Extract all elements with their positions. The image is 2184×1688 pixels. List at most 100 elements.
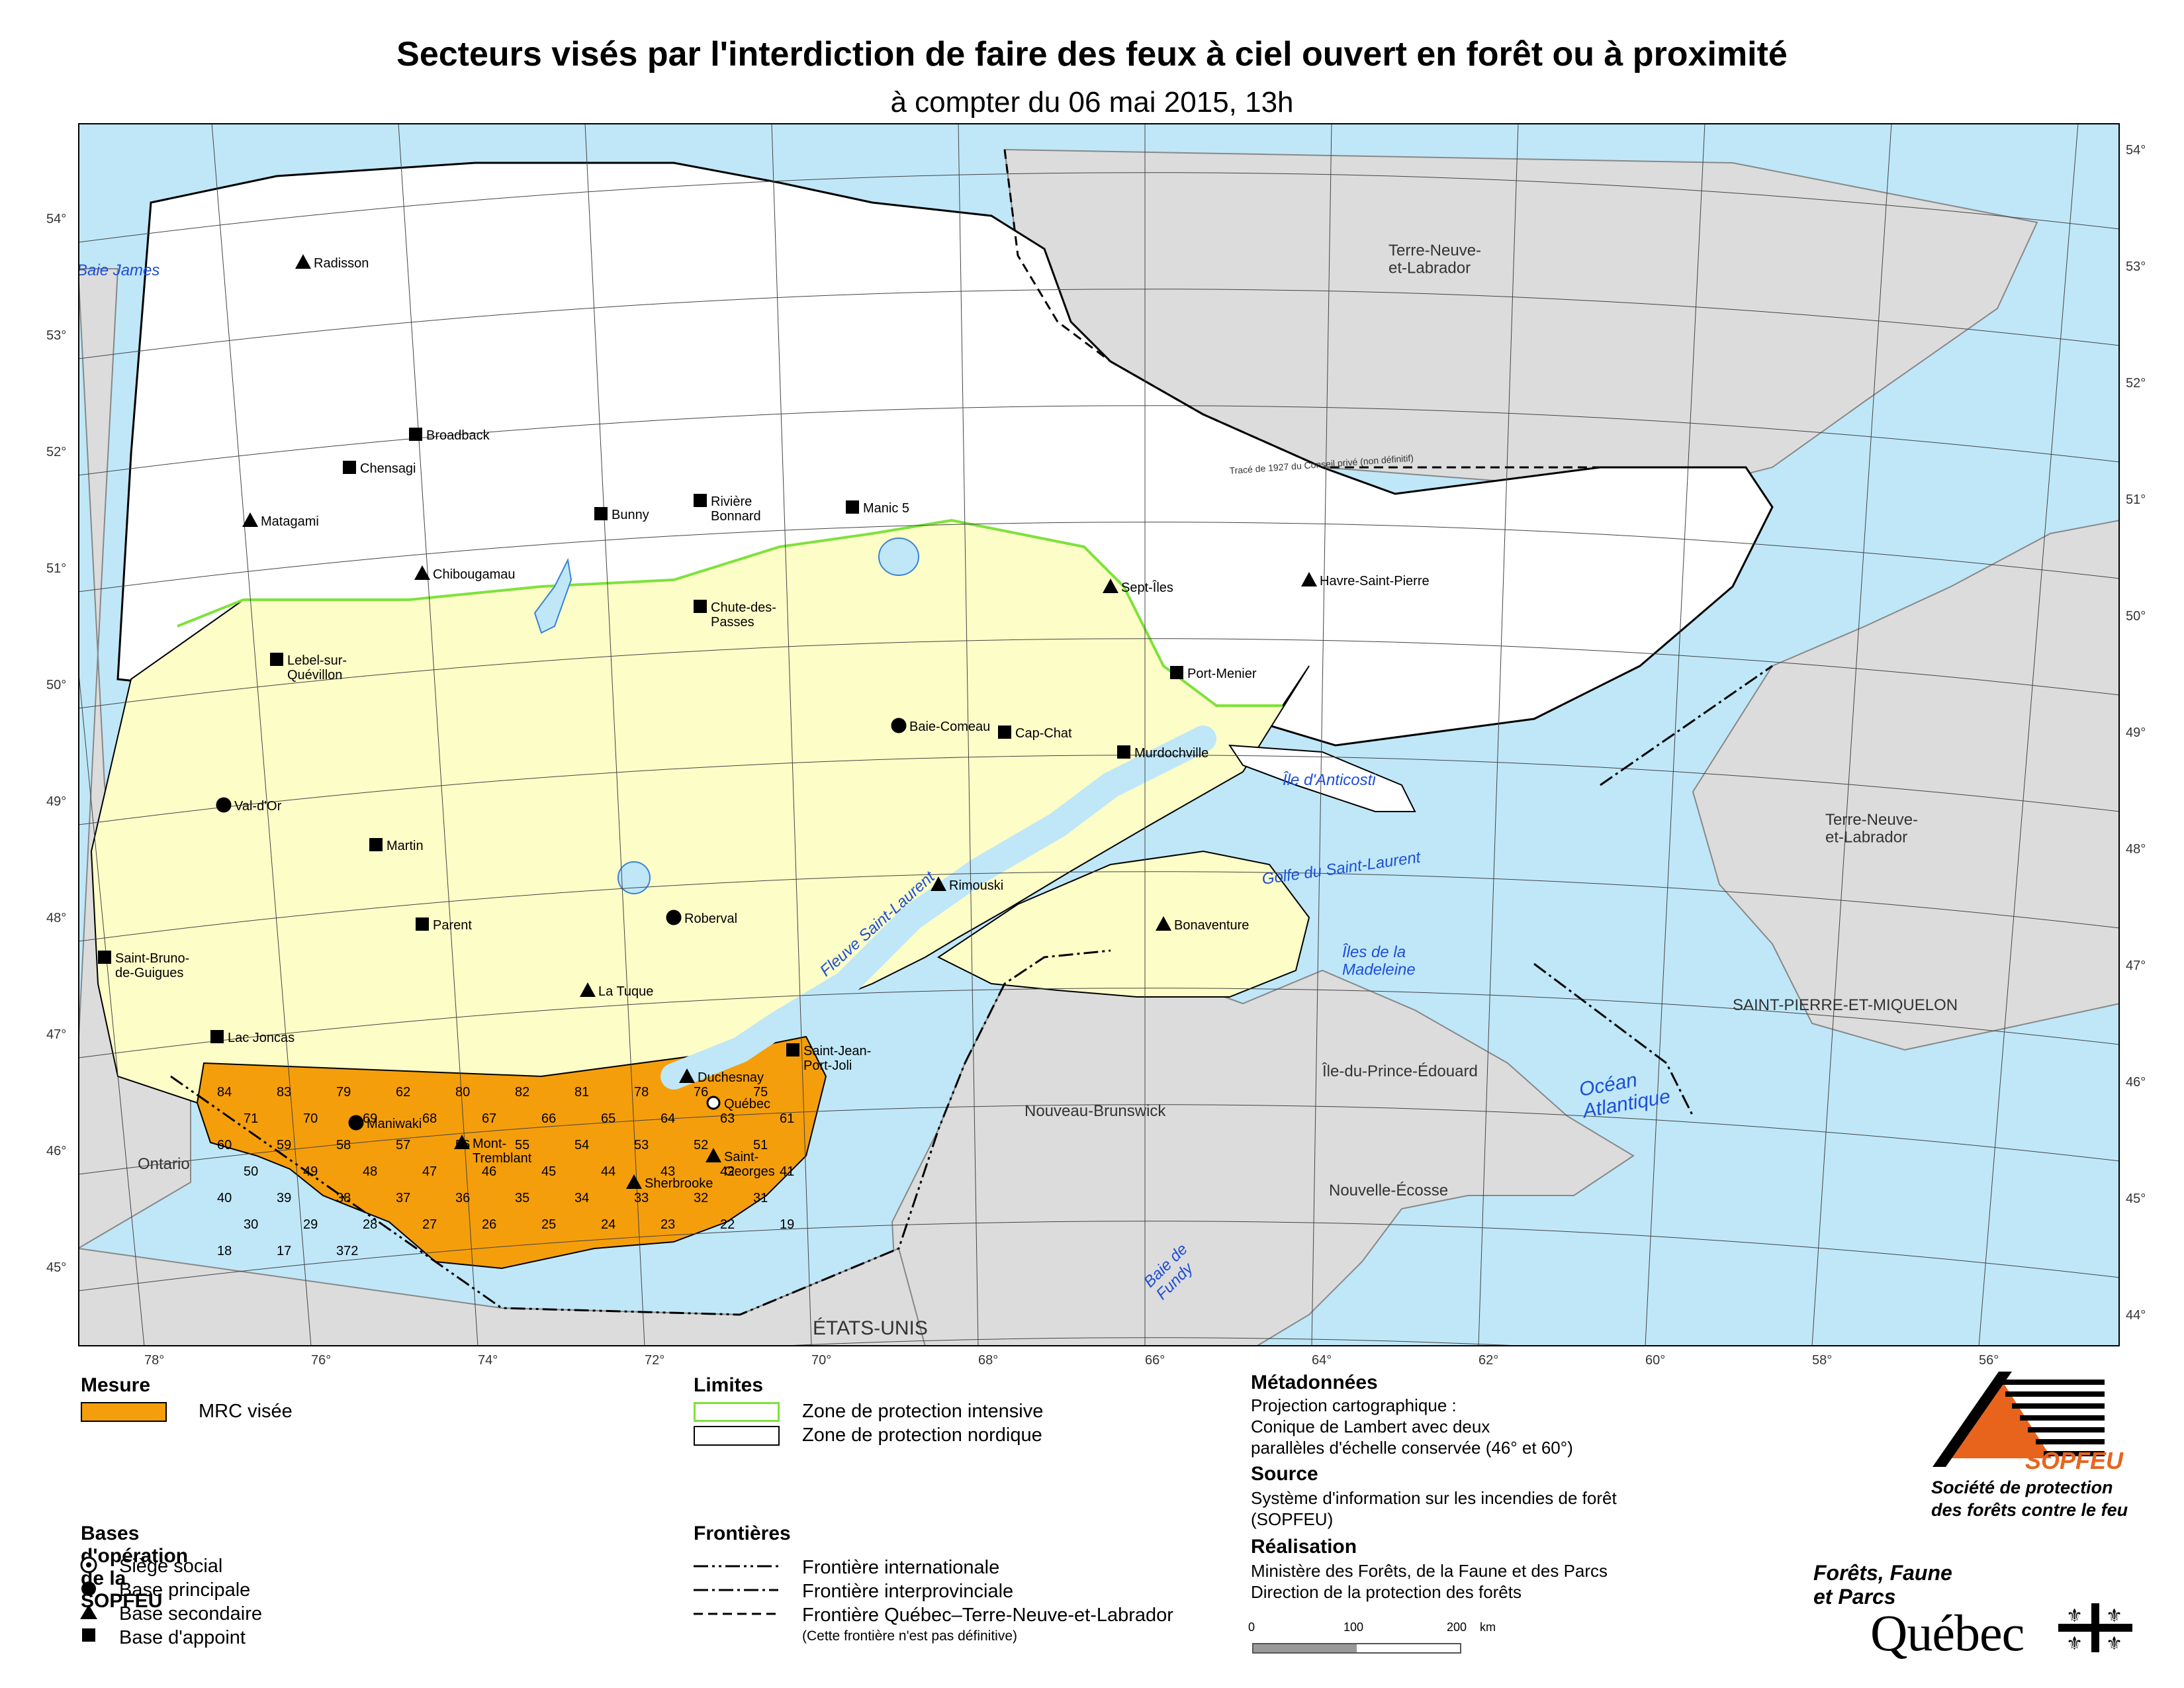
base-appoint-icon[interactable] — [694, 600, 707, 613]
international-border — [170, 1062, 966, 1316]
mrc-number: 45 — [541, 1164, 556, 1179]
base-principale-icon[interactable] — [666, 910, 682, 925]
base-secondaire-icon[interactable] — [1156, 916, 1171, 931]
mrc-number: 38 — [336, 1191, 351, 1205]
legend-qctnl: Frontière Québec–Terre-Neuve-et-Labrador — [802, 1605, 1173, 1626]
base-secondaire-icon[interactable] — [580, 982, 596, 997]
graticule-latitude — [763, 1337, 1541, 1346]
base-secondaire-icon[interactable] — [454, 1135, 470, 1149]
base-label: Saint-Georges — [724, 1150, 775, 1179]
scale-bar — [1252, 1643, 1461, 1654]
base-appoint-icon[interactable] — [369, 838, 383, 851]
map-frame: Terre-Neuve-et-Labrador Terre-Neuve-et-L… — [78, 123, 2120, 1346]
base-appoint-icon[interactable] — [694, 494, 707, 507]
mrc-number: 43 — [660, 1164, 675, 1179]
swatch-zone-nordique — [694, 1426, 780, 1446]
interprovincial-border — [964, 665, 1773, 1117]
coordinate-label: 78° — [144, 1353, 165, 1368]
base-secondaire-icon[interactable] — [295, 254, 311, 269]
legend-qctnl-note: (Cette frontière n'est pas définitive) — [802, 1628, 1017, 1644]
mrc-number: 41 — [780, 1164, 794, 1179]
mrc-number: 59 — [277, 1138, 291, 1152]
graticule-latitude — [78, 172, 2120, 243]
base-secondaire-icon[interactable] — [1301, 572, 1317, 586]
sopfeu-tagline-2: des forêts contre le feu — [1931, 1500, 2128, 1520]
base-appoint-icon[interactable] — [1170, 666, 1183, 679]
graticule-longitude — [1645, 123, 1706, 1346]
base-appoint-icon[interactable] — [270, 653, 283, 666]
mrc-number: 55 — [515, 1138, 529, 1152]
meta-real-1: Ministère des Forêts, de la Faune et des… — [1251, 1561, 1608, 1581]
legend-intl: Frontière internationale — [802, 1557, 1000, 1578]
base-appoint-icon[interactable] — [210, 1030, 224, 1043]
base-appoint-icon[interactable] — [998, 726, 1011, 739]
coordinate-label: 49° — [46, 794, 67, 809]
base-appoint-icon[interactable] — [343, 461, 356, 474]
base-secondaire-icon[interactable] — [626, 1174, 642, 1189]
base-principale-icon[interactable] — [348, 1115, 364, 1131]
mrc-number: 36 — [455, 1191, 470, 1205]
mrc-number: 40 — [217, 1191, 232, 1205]
base-secondaire-icon[interactable] — [1103, 579, 1118, 593]
base-label: Bunny — [612, 508, 649, 522]
label-anticosti: Île d'Anticosti — [1283, 771, 1376, 789]
mrc-number: 65 — [601, 1111, 615, 1126]
coordinate-label: 66° — [1145, 1353, 1165, 1368]
scale-bar-filled — [1253, 1644, 1357, 1652]
coordinate-label: 62° — [1479, 1353, 1499, 1368]
legend-border-lines — [694, 1565, 778, 1615]
base-appoint-icon — [82, 1628, 95, 1642]
base-appoint-icon[interactable] — [594, 507, 608, 520]
base-principale-icon[interactable] — [216, 797, 232, 813]
base-label: Baie-Comeau — [909, 720, 990, 734]
swatch-mrc-visee — [81, 1402, 167, 1422]
base-appoint-icon[interactable] — [98, 951, 111, 964]
quebec-wordmark: Québec — [1870, 1604, 2025, 1662]
graticule-longitude — [1811, 123, 1892, 1346]
base-label: Rimouski — [949, 878, 1003, 893]
base-appoint-icon[interactable] — [846, 500, 859, 514]
mrc-number: 372 — [336, 1244, 358, 1258]
base-appoint-icon[interactable] — [416, 917, 429, 931]
coordinate-label: 45° — [46, 1260, 67, 1275]
legend-mesure-title: Mesure — [81, 1374, 151, 1396]
coordinate-label: 52° — [2126, 376, 2146, 391]
base-secondaire-icon[interactable] — [705, 1148, 721, 1162]
siege-social-icon[interactable] — [706, 1096, 721, 1110]
neighbor-land-maritimes — [891, 956, 1635, 1346]
label-nl-island: Terre-Neuve-et-Labrador — [1825, 811, 1918, 846]
label-nova-scotia: Nouvelle-Écosse — [1329, 1182, 1448, 1199]
mrc-number: 60 — [217, 1138, 232, 1152]
graticule-latitude — [78, 638, 2120, 709]
map-title: Secteurs visés par l'interdiction de fai… — [396, 35, 1788, 73]
coordinate-label: 54° — [46, 212, 67, 226]
base-label: Duchesnay — [698, 1070, 764, 1085]
base-label: Havre-Saint-Pierre — [1320, 574, 1430, 588]
mrc-number: 61 — [780, 1111, 794, 1126]
legend-limites-title: Limites — [694, 1374, 764, 1396]
graticule-latitude — [78, 1104, 2120, 1175]
coordinate-label: 56° — [1979, 1353, 1999, 1368]
base-secondaire-icon[interactable] — [242, 512, 258, 527]
scale-200: 200 — [1447, 1620, 1467, 1634]
legend-principale: Base principale — [119, 1579, 251, 1601]
base-secondaire-icon[interactable] — [414, 565, 430, 580]
coordinate-label: 45° — [2126, 1192, 2146, 1206]
base-label: Parent — [433, 918, 472, 933]
mrc-number-layer: 84 83 79 62 80 82 81 78 76 75 71 70 69 68 67 66 65 64 63 61… — [217, 1085, 794, 1258]
base-appoint-icon[interactable] — [1117, 745, 1130, 759]
mffp-name-1: Forêts, Faune — [1813, 1561, 1952, 1585]
coordinate-label: 58° — [1812, 1353, 1833, 1368]
coordinate-label: 46° — [46, 1144, 67, 1158]
mrc-number: 51 — [753, 1138, 768, 1152]
base-secondaire-icon[interactable] — [679, 1068, 695, 1083]
sopfeu-wordmark: SOPFEU — [2025, 1447, 2124, 1474]
base-appoint-icon[interactable] — [409, 428, 422, 441]
graticule-latitude — [78, 1221, 2120, 1291]
base-principale-icon[interactable] — [891, 718, 907, 733]
base-secondaire-icon[interactable] — [931, 876, 946, 891]
mrc-number: 18 — [217, 1244, 232, 1258]
base-appoint-icon[interactable] — [786, 1043, 799, 1056]
mrc-number: 62 — [396, 1085, 410, 1100]
meta-source-2: (SOPFEU) — [1251, 1509, 1334, 1529]
